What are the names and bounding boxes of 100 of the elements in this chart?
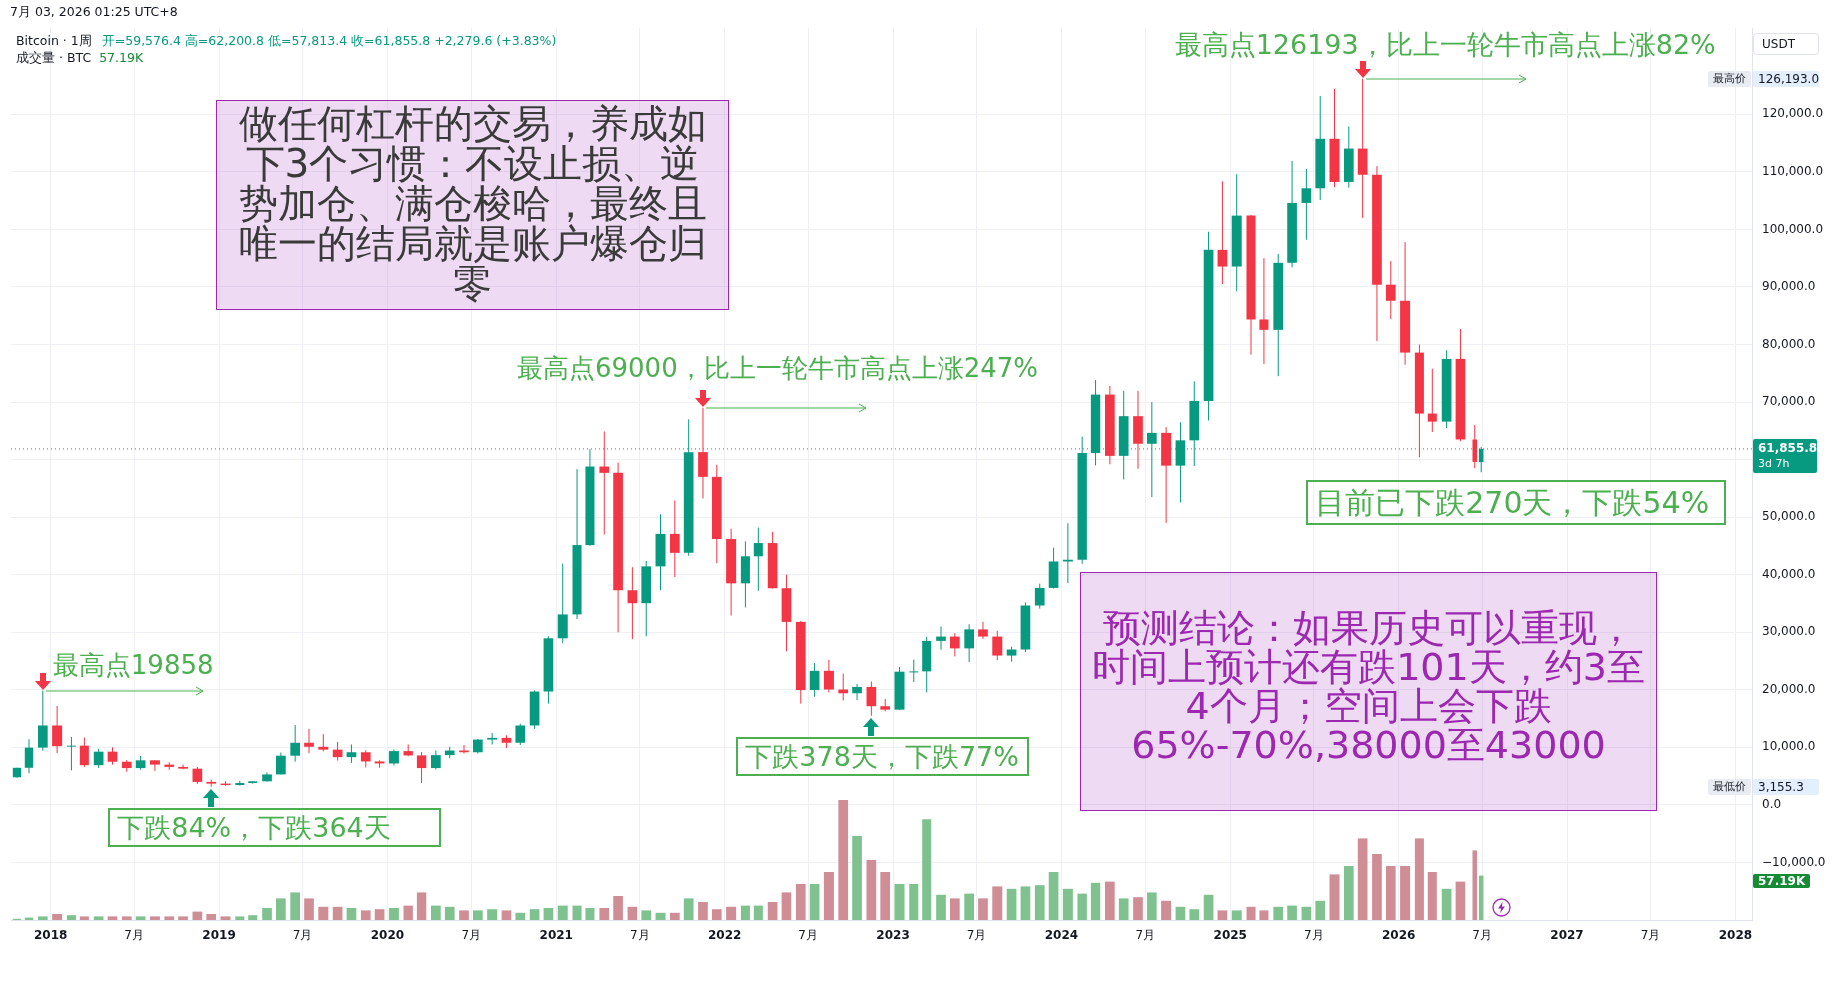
bar xyxy=(1414,838,1424,920)
bar xyxy=(473,910,483,920)
candlestick xyxy=(1259,257,1269,365)
x-tick-label: 2019 xyxy=(202,928,236,943)
y-tick-label: 80,000.0 xyxy=(1762,336,1816,351)
bar xyxy=(1231,910,1242,920)
bar xyxy=(599,908,610,920)
bar xyxy=(501,910,512,920)
x-tick-label: 2026 xyxy=(1381,928,1416,943)
bar xyxy=(543,908,554,920)
annotation: 最高点19858 xyxy=(52,649,214,680)
bar xyxy=(669,912,680,920)
candlestick xyxy=(37,690,48,752)
y-tick-label: 70,000.0 xyxy=(1762,394,1816,409)
bar xyxy=(922,819,932,920)
bar xyxy=(1273,906,1284,920)
bar xyxy=(823,872,834,920)
bar xyxy=(1217,910,1228,920)
bar xyxy=(936,894,946,920)
x-tick-label: 2018 xyxy=(33,928,68,943)
annotation: 最高点126193，比上一轮牛市高点上涨82% xyxy=(1174,28,1716,60)
bar xyxy=(403,905,413,920)
text: 3,155.3 xyxy=(1753,778,1819,795)
bar xyxy=(809,884,820,920)
bar xyxy=(1357,838,1368,920)
bar xyxy=(164,916,175,920)
candlestick xyxy=(599,430,610,535)
bar xyxy=(964,893,974,920)
bar xyxy=(220,916,231,920)
bar xyxy=(866,860,877,920)
candlestick xyxy=(1427,368,1437,433)
bar xyxy=(950,898,960,920)
bar xyxy=(585,908,595,920)
bar xyxy=(1246,906,1256,920)
bar xyxy=(1400,866,1411,920)
bar xyxy=(894,884,905,920)
bar xyxy=(1343,866,1354,920)
bar xyxy=(1189,909,1200,920)
bar xyxy=(487,909,498,920)
y-tick-label: 20,000.0 xyxy=(1762,681,1816,696)
bar xyxy=(1385,866,1396,920)
bar xyxy=(852,836,862,920)
bar xyxy=(1427,872,1437,920)
y-tick-label: 30,000.0 xyxy=(1762,624,1816,639)
bar xyxy=(178,916,188,920)
bar xyxy=(1329,874,1340,920)
bar xyxy=(1062,888,1073,920)
bar xyxy=(767,902,778,920)
bar xyxy=(360,910,371,920)
candlestick xyxy=(24,738,34,774)
x-tick-label: 2028 xyxy=(1718,928,1753,943)
y-tick-label: 110,000.0 xyxy=(1762,164,1824,178)
ref-line-label: 61,855.8 xyxy=(1758,440,1818,455)
bar xyxy=(698,902,708,920)
x-tick-label: 2022 xyxy=(707,928,742,943)
y-tick-label: 100,000.0 xyxy=(1762,221,1824,236)
candlestick xyxy=(1146,401,1157,498)
bar xyxy=(795,884,806,920)
bar xyxy=(388,908,399,920)
chart-title: 成交量 · BTC xyxy=(16,50,92,65)
bar xyxy=(1118,898,1129,920)
candlestick xyxy=(1385,260,1396,320)
candlestick xyxy=(936,626,946,651)
bar xyxy=(1077,893,1087,920)
annotation: 最高价 xyxy=(1708,70,1751,87)
bar xyxy=(459,910,469,920)
text: 57.19K xyxy=(99,50,144,65)
bar xyxy=(1175,906,1186,920)
bar xyxy=(149,916,160,920)
bar xyxy=(235,916,245,920)
candlestick xyxy=(290,724,301,763)
bar xyxy=(1090,882,1101,920)
candlestick xyxy=(978,621,988,640)
bar xyxy=(37,916,48,920)
bar xyxy=(79,916,89,920)
bar xyxy=(290,892,301,920)
x-tick-label: 7月 xyxy=(629,928,650,943)
x-tick-label: 2020 xyxy=(370,928,405,943)
candlestick xyxy=(669,499,680,578)
bar xyxy=(1315,900,1326,920)
bar xyxy=(346,908,357,920)
bar xyxy=(1441,888,1452,920)
candlestick xyxy=(149,759,160,772)
annotation: 做任何杠杆的交易，养成如下3个习惯：不设止损、逆势加仓、满仓梭哈，最终且唯一的结局就是账户爆仓归零 xyxy=(216,100,729,310)
bar xyxy=(262,908,272,920)
candlestick xyxy=(1301,168,1312,241)
candlestick xyxy=(866,680,877,717)
bar xyxy=(711,909,722,920)
x-tick-label: 7月 xyxy=(1135,928,1156,943)
candlestick xyxy=(304,728,314,754)
x-tick-label: 7月 xyxy=(966,928,987,943)
text: 7月 03, 2026 01:25 UTC+8 xyxy=(10,4,178,20)
y-tick-label: 0.0 xyxy=(1762,797,1782,812)
bar xyxy=(318,906,329,920)
bar xyxy=(641,910,652,920)
candlestick xyxy=(852,683,862,701)
candlestick xyxy=(823,659,834,693)
candlestick xyxy=(79,737,89,768)
bar xyxy=(1020,886,1031,920)
bar xyxy=(431,905,441,920)
